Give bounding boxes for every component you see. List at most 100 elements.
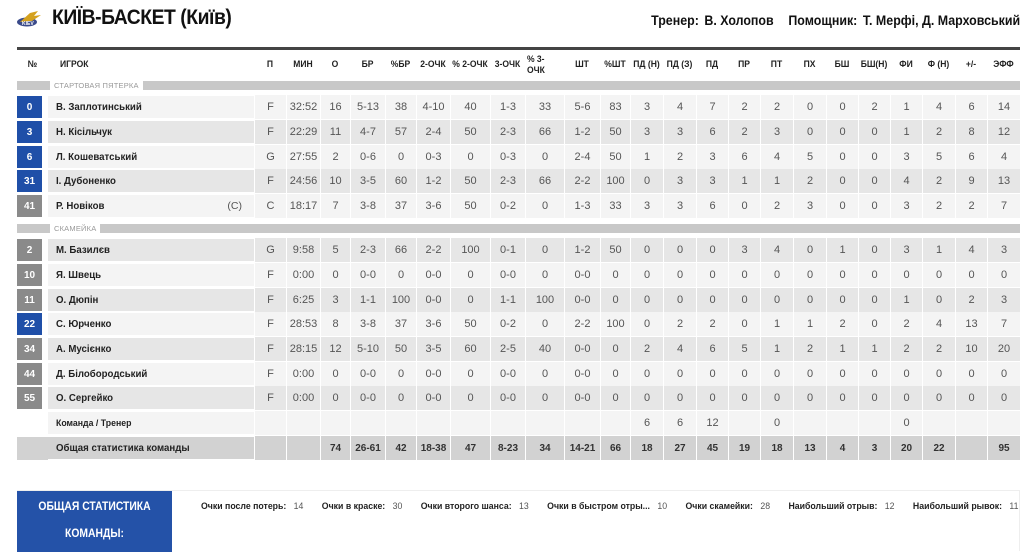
stat-cell: 0-0 <box>564 337 600 361</box>
col-header[interactable]: П <box>266 59 274 70</box>
player-row[interactable]: 41 Р. Новіков (C) C 18:17 7 3-8 37 3-6 50 0-2 0 1-3 3… <box>17 194 1020 218</box>
stat-cell: 5-10 <box>350 337 385 361</box>
col-header[interactable]: БШ <box>834 59 850 70</box>
stat-cell: 66 <box>525 169 564 193</box>
player-name-cell[interactable]: А. Мусієнко <box>48 338 254 360</box>
player-row[interactable]: 10 Я. Швець F 0:00 0 0-0 0 0-0 0 0-0 0 0-0 0 0 0 0 0 0 0 0 0… <box>17 263 1020 287</box>
stat-cell: 2 <box>760 95 793 119</box>
stat-cell: 0 <box>696 362 728 386</box>
player-row[interactable]: 2 М. Базилєв G 9:58 5 2-3 66 2-2 100 0-1 0 1-2 50 0 0 0… <box>17 238 1020 262</box>
stat-cell: 2 <box>955 288 987 312</box>
player-name-cell[interactable]: Л. Кошеватський <box>48 146 254 168</box>
stat-cell: 2-3 <box>350 238 385 262</box>
summary-item-label: Наибольший отрыв: <box>788 501 878 512</box>
col-header[interactable]: ЭФФ <box>993 59 1014 70</box>
summary-item: Очки второго шанса: 13 <box>421 501 529 512</box>
stat-cell: 0 <box>630 312 663 336</box>
player-row[interactable]: 3 Н. Кісільчук F 22:29 11 4-7 57 2-4 50 2-3 66 1-2 5… <box>17 120 1020 144</box>
player-name[interactable]: А. Мусієнко <box>56 343 112 355</box>
stat-cell <box>525 411 564 435</box>
stat-cell: 0 <box>320 362 350 386</box>
col-header[interactable]: ПТ <box>770 59 783 70</box>
col-header[interactable]: ПР <box>738 59 750 70</box>
col-header[interactable]: МИН <box>293 59 313 70</box>
stat-cell: 3 <box>858 436 890 460</box>
player-name[interactable]: Я. Швець <box>56 269 102 281</box>
col-header[interactable]: % 3-ОЧК <box>526 53 545 76</box>
stat-cell: 0 <box>826 145 858 169</box>
player-name[interactable]: М. Базилєв <box>56 244 111 256</box>
player-row[interactable]: 55 О. Сергейко F 0:00 0 0-0 0 0-0 0 0-0 0 0-0 0 0 0 0 0 0… <box>17 386 1020 410</box>
player-name[interactable]: С. Юрченко <box>56 318 112 330</box>
col-header[interactable]: ФИ <box>899 59 913 70</box>
col-header[interactable]: БР <box>361 59 374 70</box>
coaching-staff: Тренер: В. Холопов Помощник: Т. Мерфі, Д. М… <box>651 13 1020 28</box>
player-name-cell[interactable]: Д. Білобородський <box>48 363 254 385</box>
player-name[interactable]: О. Дюпін <box>56 294 99 306</box>
player-name[interactable]: Н. Кісільчук <box>56 126 113 138</box>
col-header[interactable]: ШТ <box>575 59 589 70</box>
col-header-player[interactable]: ИГРОК <box>60 59 89 70</box>
col-header[interactable]: % 2-ОЧК <box>452 59 488 70</box>
stat-cell: 0 <box>450 288 490 312</box>
player-name-cell[interactable]: В. Заплотинський <box>48 96 254 118</box>
player-name[interactable]: В. Заплотинський <box>56 101 142 113</box>
stat-cell: 3 <box>987 238 1020 262</box>
player-name-cell[interactable]: О. Сергейко <box>48 387 254 409</box>
stat-cell: 4 <box>760 145 793 169</box>
player-name-cell[interactable]: С. Юрченко <box>48 313 254 335</box>
player-name-cell[interactable]: О. Дюпін <box>48 289 254 311</box>
stat-cell: 0 <box>826 386 858 410</box>
col-header[interactable]: 2-ОЧК <box>420 59 446 70</box>
col-header[interactable]: +/- <box>965 59 977 70</box>
stat-cell: 2-5 <box>490 337 525 361</box>
stat-cell: 3 <box>696 169 728 193</box>
player-name[interactable]: І. Дубоненко <box>56 175 116 187</box>
col-header[interactable]: %БР <box>390 59 411 70</box>
stat-cell: 6 <box>955 145 987 169</box>
team-coach-row-label: Команда / Тренер <box>56 417 132 429</box>
stat-cell: 6 <box>696 337 728 361</box>
player-name-cell[interactable]: Н. Кісільчук <box>48 121 254 143</box>
player-name-cell[interactable]: І. Дубоненко <box>48 170 254 192</box>
col-header[interactable]: О <box>331 59 339 70</box>
player-row[interactable]: 11 О. Дюпін F 6:25 3 1-1 100 0-0 0 1-1 100 0-0 0 0 0 0 0… <box>17 288 1020 312</box>
player-stats: G 9:58 5 2-3 66 2-2 100 0-1 0 1-2 50 0 0 0 3 4 0 1 0 3 1 4 3 <box>254 238 1020 262</box>
col-header[interactable]: ПД (З) <box>666 59 693 70</box>
stat-cell: 0 <box>826 194 858 218</box>
stat-cell: 0:00 <box>286 386 320 410</box>
player-row[interactable]: 22 С. Юрченко F 28:53 8 3-8 37 3-6 50 0-2 0 2-2 100 0… <box>17 312 1020 336</box>
col-header-number[interactable]: № <box>27 59 38 70</box>
player-name[interactable]: Р. Новіков <box>56 200 105 212</box>
col-header[interactable]: 3-ОЧК <box>494 59 521 70</box>
col-header[interactable]: ПХ <box>803 59 816 70</box>
player-name-cell[interactable]: М. Базилєв <box>48 239 254 261</box>
box-score-table: № ИГРОК П МИН О БР %БР 2-ОЧК % 2-ОЧК 3-ОЧК % 3-ОЧК… <box>17 47 1020 460</box>
col-header[interactable]: ПД <box>705 59 719 70</box>
player-row[interactable]: 6 Л. Кошеватський G 27:55 2 0-6 0 0-3 0 0-3 0 2-4 50… <box>17 145 1020 169</box>
stat-cell: 4 <box>663 337 696 361</box>
player-name-cell[interactable]: Я. Швець <box>48 264 254 286</box>
col-header[interactable]: ПД (Н) <box>633 59 660 70</box>
captain-badge: (C) <box>227 200 242 212</box>
player-row[interactable]: 0 В. Заплотинський F 32:52 16 5-13 38 4-10 40 1-3… <box>17 95 1020 119</box>
stat-cell: 4 <box>955 238 987 262</box>
player-name-cell[interactable]: Р. Новіков (C) <box>48 195 254 217</box>
col-header[interactable]: БШ(Н) <box>860 59 888 70</box>
player-name[interactable]: Л. Кошеватський <box>56 151 138 163</box>
stat-cell <box>600 411 630 435</box>
summary-item-label: Очки после потерь: <box>201 501 287 512</box>
col-header[interactable]: Ф (Н) <box>927 59 950 70</box>
stat-cell: 83 <box>600 95 630 119</box>
stat-cell: F <box>254 95 286 119</box>
jersey-number-badge: 22 <box>17 313 42 335</box>
stat-cell: 50 <box>600 120 630 144</box>
stat-cell: 1-2 <box>416 169 450 193</box>
col-header[interactable]: %ШТ <box>604 59 626 70</box>
player-row[interactable]: 34 А. Мусієнко F 28:15 12 5-10 50 3-5 60 2-5 40 0-0… <box>17 337 1020 361</box>
stat-cell: 50 <box>450 312 490 336</box>
player-row[interactable]: 44 Д. Білобородський F 0:00 0 0-0 0 0-0 0 0-0 0 0-0… <box>17 362 1020 386</box>
player-row[interactable]: 31 І. Дубоненко F 24:56 10 3-5 60 1-2 50 2-3 66 2-2… <box>17 169 1020 193</box>
player-name[interactable]: Д. Білобородський <box>56 368 148 380</box>
player-name[interactable]: О. Сергейко <box>56 392 114 404</box>
